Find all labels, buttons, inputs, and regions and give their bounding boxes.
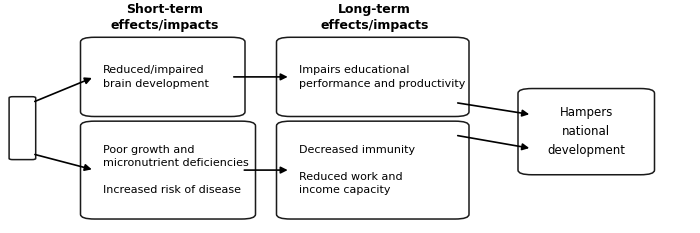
Text: Short-term
effects/impacts: Short-term effects/impacts	[111, 3, 218, 32]
Text: Long-term
effects/impacts: Long-term effects/impacts	[321, 3, 428, 32]
FancyBboxPatch shape	[80, 37, 245, 116]
FancyBboxPatch shape	[276, 37, 469, 116]
Text: Decreased immunity

Reduced work and
income capacity: Decreased immunity Reduced work and inco…	[299, 145, 415, 195]
Text: Reduced/impaired
brain development: Reduced/impaired brain development	[103, 65, 209, 89]
FancyBboxPatch shape	[80, 121, 256, 219]
Text: Hampers
national
development: Hampers national development	[547, 106, 625, 157]
FancyBboxPatch shape	[276, 121, 469, 219]
Text: Impairs educational
performance and productivity: Impairs educational performance and prod…	[299, 65, 466, 89]
FancyBboxPatch shape	[9, 97, 36, 160]
FancyBboxPatch shape	[518, 89, 654, 175]
Text: Poor growth and
micronutrient deficiencies

Increased risk of disease: Poor growth and micronutrient deficienci…	[103, 145, 248, 195]
